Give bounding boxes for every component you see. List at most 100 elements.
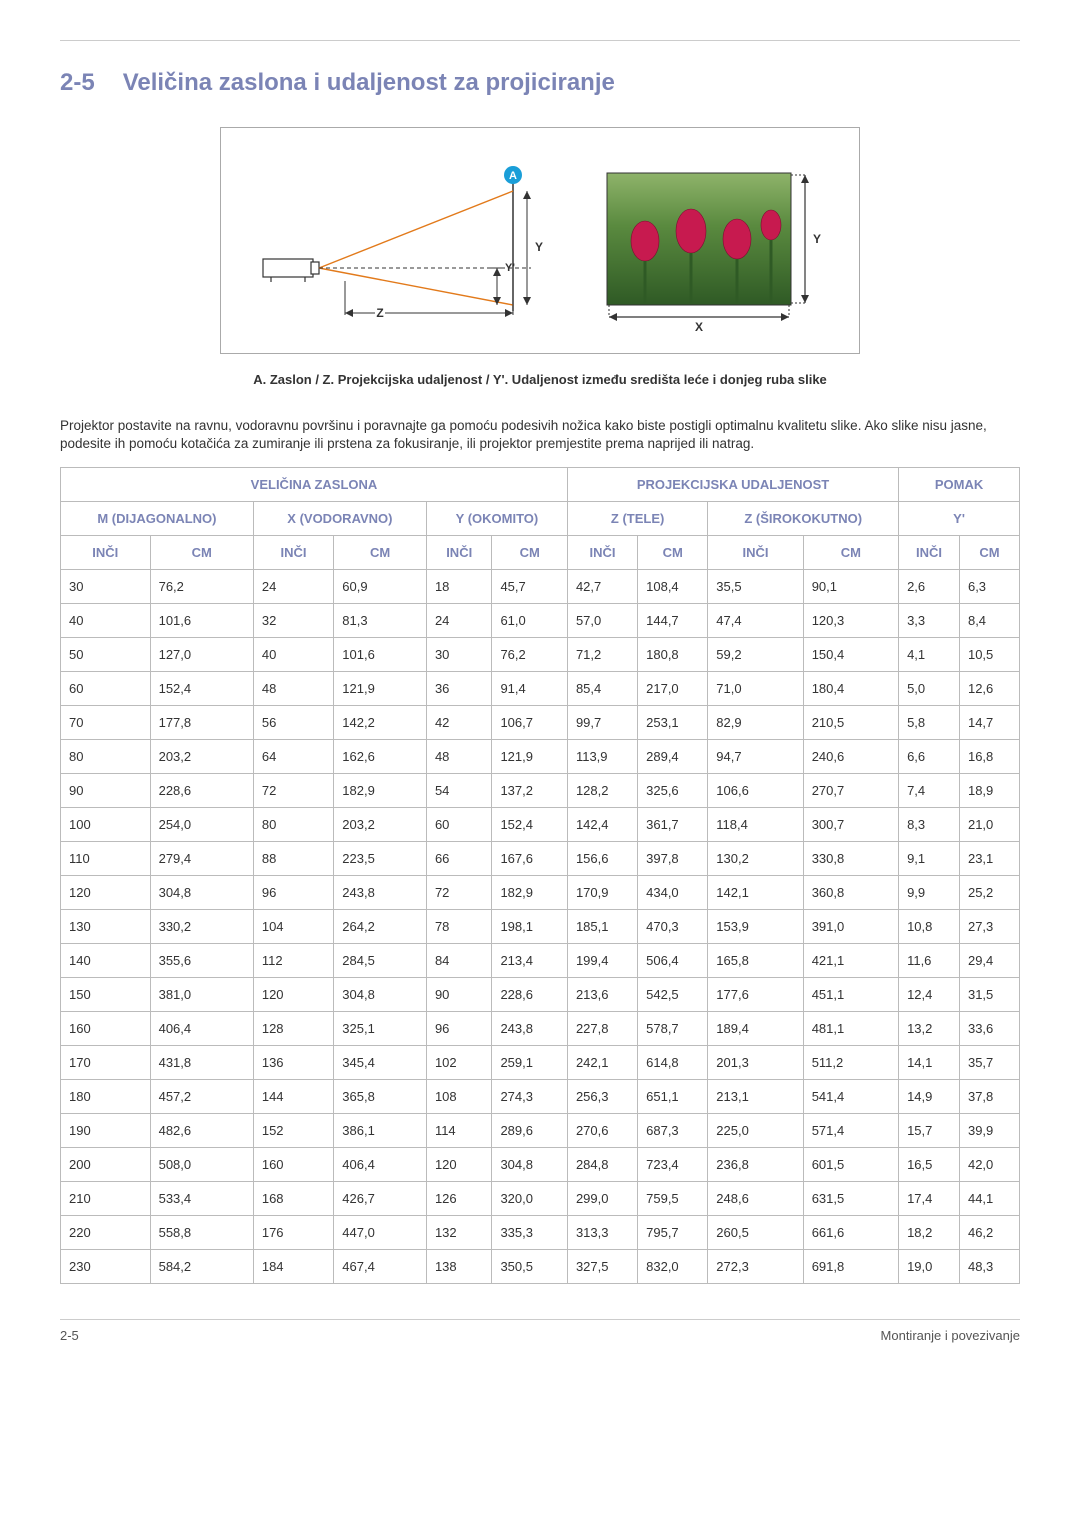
table-cell: 451,1 [803, 978, 898, 1012]
table-cell: 203,2 [150, 740, 253, 774]
diagram-caption: A. Zaslon / Z. Projekcijska udaljenost /… [60, 372, 1020, 387]
table-cell: 421,1 [803, 944, 898, 978]
table-cell: 94,7 [708, 740, 803, 774]
table-cell: 170,9 [567, 876, 637, 910]
table-cell: 2,6 [899, 570, 960, 604]
table-cell: 511,2 [803, 1046, 898, 1080]
page-footer: 2-5 Montiranje i povezivanje [60, 1319, 1020, 1343]
table-cell: 7,4 [899, 774, 960, 808]
table-cell: 631,5 [803, 1182, 898, 1216]
label-a: A [509, 170, 517, 182]
table-cell: 457,2 [150, 1080, 253, 1114]
projection-distance-table: VELIČINA ZASLONA PROJEKCIJSKA UDALJENOST… [60, 467, 1020, 1284]
unit-cm: CM [638, 536, 708, 570]
table-cell: 320,0 [492, 1182, 568, 1216]
table-cell: 88 [253, 842, 333, 876]
table-cell: 542,5 [638, 978, 708, 1012]
page: 2-5 Veličina zaslona i udaljenost za pro… [0, 0, 1080, 1373]
table-cell: 121,9 [334, 672, 427, 706]
table-cell: 253,1 [638, 706, 708, 740]
table-cell: 71,2 [567, 638, 637, 672]
table-cell: 120 [253, 978, 333, 1012]
table-cell: 39,9 [959, 1114, 1019, 1148]
table-cell: 289,6 [492, 1114, 568, 1148]
table-cell: 12,6 [959, 672, 1019, 706]
table-cell: 29,4 [959, 944, 1019, 978]
table-cell: 243,8 [492, 1012, 568, 1046]
table-cell: 345,4 [334, 1046, 427, 1080]
table-cell: 132 [426, 1216, 492, 1250]
table-row: 3076,22460,91845,742,7108,435,590,12,66,… [61, 570, 1020, 604]
table-cell: 227,8 [567, 1012, 637, 1046]
table-cell: 184 [253, 1250, 333, 1284]
table-cell: 8,4 [959, 604, 1019, 638]
table-cell: 30 [61, 570, 151, 604]
table-cell: 687,3 [638, 1114, 708, 1148]
table-row: 90228,672182,954137,2128,2325,6106,6270,… [61, 774, 1020, 808]
table-cell: 327,5 [567, 1250, 637, 1284]
section-heading: Veličina zaslona i udaljenost za projici… [123, 69, 615, 97]
table-row: 220558,8176447,0132335,3313,3795,7260,56… [61, 1216, 1020, 1250]
table-cell: 230 [61, 1250, 151, 1284]
table-cell: 180,4 [803, 672, 898, 706]
table-cell: 391,0 [803, 910, 898, 944]
table-cell: 90 [426, 978, 492, 1012]
table-cell: 272,3 [708, 1250, 803, 1284]
table-cell: 11,6 [899, 944, 960, 978]
table-cell: 42,7 [567, 570, 637, 604]
table-cell: 4,1 [899, 638, 960, 672]
table-cell: 70 [61, 706, 151, 740]
table-cell: 330,8 [803, 842, 898, 876]
table-cell: 50 [61, 638, 151, 672]
table-row: 110279,488223,566167,6156,6397,8130,2330… [61, 842, 1020, 876]
table-cell: 260,5 [708, 1216, 803, 1250]
unit-cm: CM [150, 536, 253, 570]
table-cell: 228,6 [150, 774, 253, 808]
table-cell: 90,1 [803, 570, 898, 604]
table-cell: 6,6 [899, 740, 960, 774]
table-cell: 152,4 [150, 672, 253, 706]
table-cell: 335,3 [492, 1216, 568, 1250]
table-cell: 533,4 [150, 1182, 253, 1216]
table-cell: 85,4 [567, 672, 637, 706]
table-cell: 213,1 [708, 1080, 803, 1114]
table-cell: 138 [426, 1250, 492, 1284]
table-cell: 406,4 [334, 1148, 427, 1182]
table-cell: 16,8 [959, 740, 1019, 774]
table-cell: 406,4 [150, 1012, 253, 1046]
table-cell: 15,7 [899, 1114, 960, 1148]
table-cell: 274,3 [492, 1080, 568, 1114]
table-row: 140355,6112284,584213,4199,4506,4165,842… [61, 944, 1020, 978]
diagram-container: A Z Y' Y [220, 127, 860, 354]
thead-yp: Y' [899, 502, 1020, 536]
table-cell: 130,2 [708, 842, 803, 876]
table-cell: 9,1 [899, 842, 960, 876]
table-cell: 470,3 [638, 910, 708, 944]
table-cell: 832,0 [638, 1250, 708, 1284]
table-cell: 189,4 [708, 1012, 803, 1046]
table-cell: 31,5 [959, 978, 1019, 1012]
unit-in: INČI [708, 536, 803, 570]
unit-in: INČI [61, 536, 151, 570]
table-cell: 264,2 [334, 910, 427, 944]
table-cell: 248,6 [708, 1182, 803, 1216]
table-cell: 82,9 [708, 706, 803, 740]
footer-page-num: 2-5 [60, 1328, 79, 1343]
table-cell: 242,1 [567, 1046, 637, 1080]
table-cell: 304,8 [492, 1148, 568, 1182]
table-cell: 127,0 [150, 638, 253, 672]
intro-paragraph: Projektor postavite na ravnu, vodoravnu … [60, 417, 1020, 453]
table-cell: 35,5 [708, 570, 803, 604]
table-cell: 210,5 [803, 706, 898, 740]
table-row: 70177,856142,242106,799,7253,182,9210,55… [61, 706, 1020, 740]
table-cell: 120 [61, 876, 151, 910]
table-cell: 10,5 [959, 638, 1019, 672]
table-row: 130330,2104264,278198,1185,1470,3153,939… [61, 910, 1020, 944]
table-cell: 60,9 [334, 570, 427, 604]
table-row: 160406,4128325,196243,8227,8578,7189,448… [61, 1012, 1020, 1046]
table-cell: 220 [61, 1216, 151, 1250]
table-cell: 30 [426, 638, 492, 672]
table-cell: 101,6 [334, 638, 427, 672]
table-cell: 121,9 [492, 740, 568, 774]
table-cell: 25,2 [959, 876, 1019, 910]
